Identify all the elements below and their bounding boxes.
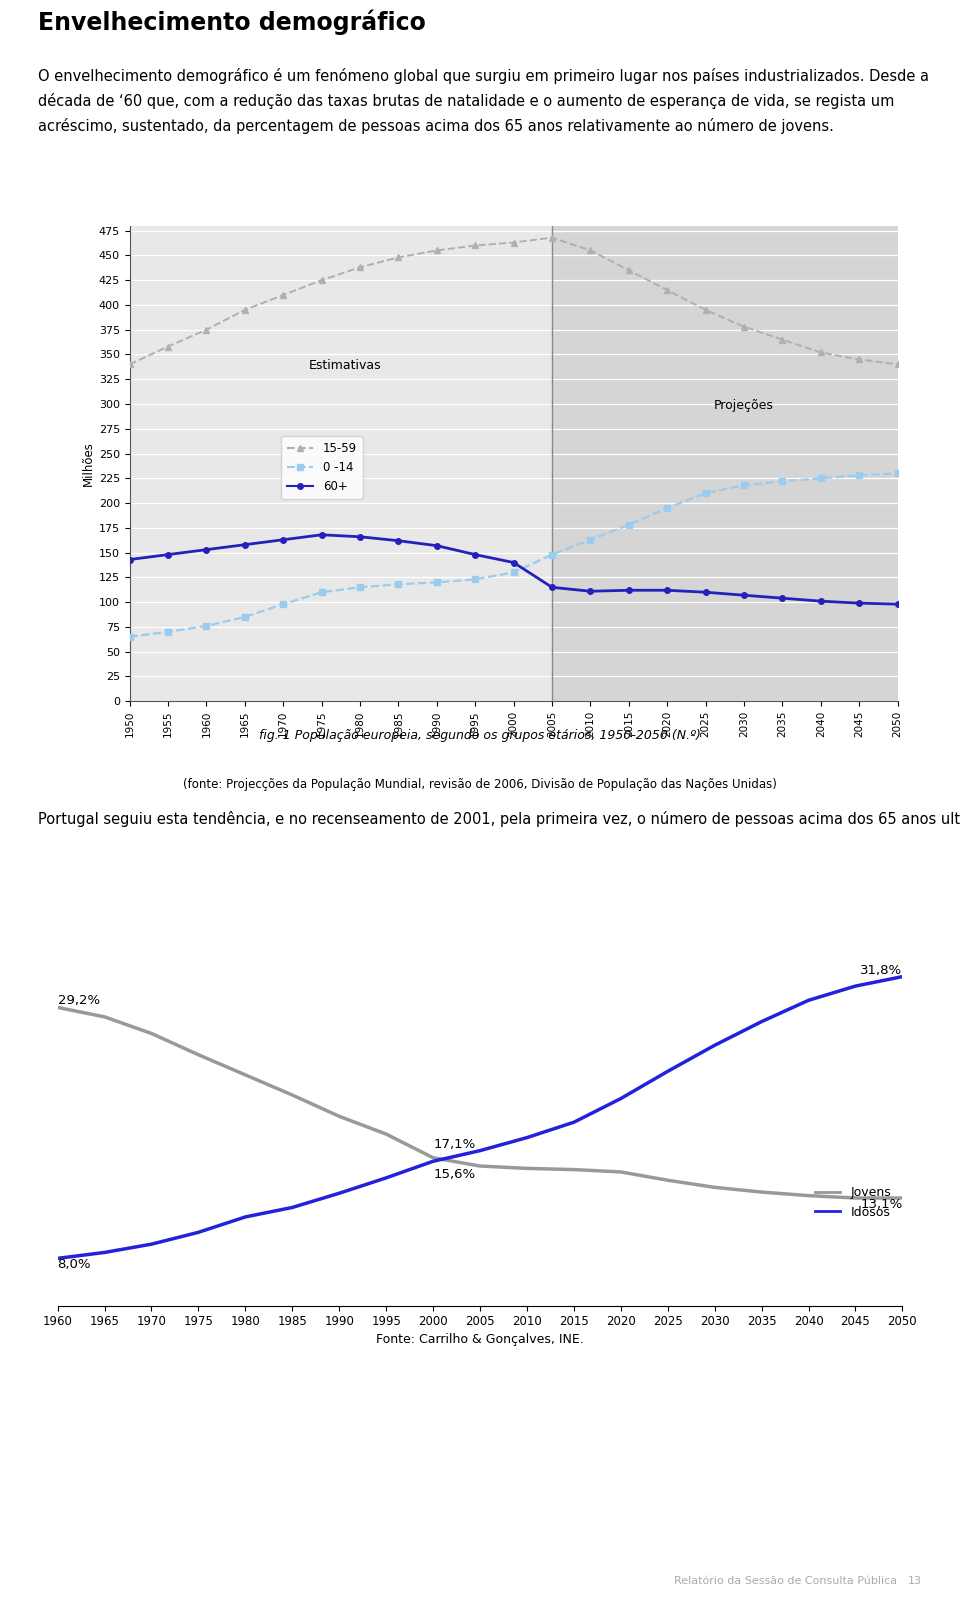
Bar [552, 226, 898, 701]
Text: 13: 13 [907, 1577, 922, 1586]
Text: 29,2%: 29,2% [58, 995, 100, 1008]
Text: Envelhecimento demográfico: Envelhecimento demográfico [38, 10, 426, 35]
Text: 15,6%: 15,6% [433, 1169, 475, 1182]
Y-axis label: Milhões: Milhões [82, 442, 94, 485]
Text: 31,8%: 31,8% [860, 964, 902, 977]
Text: (fonte: Projecções da População Mundial, revisão de 2006, Divisão de População d: (fonte: Projecções da População Mundial,… [183, 777, 777, 791]
Legend: 15-59, 0 -14, 60+: 15-59, 0 -14, 60+ [281, 437, 363, 498]
Text: 17,1%: 17,1% [433, 1138, 475, 1151]
Text: fig. 1 População europeia, segundo os grupos etários, 1950-2050 (N.º): fig. 1 População europeia, segundo os gr… [259, 729, 701, 742]
Text: Estimativas: Estimativas [308, 359, 381, 372]
Text: 8,0%: 8,0% [58, 1259, 91, 1272]
Text: O envelhecimento demográfico é um fenómeno global que surgiu em primeiro lugar n: O envelhecimento demográfico é um fenóme… [38, 68, 929, 134]
Text: 13,1%: 13,1% [860, 1198, 902, 1211]
Text: Relatório da Sessão de Consulta Pública: Relatório da Sessão de Consulta Pública [674, 1577, 898, 1586]
Legend: Jovens, Idosos: Jovens, Idosos [810, 1182, 896, 1224]
Text: Portugal seguiu esta tendência, e no recenseamento de 2001, pela primeira vez, o: Portugal seguiu esta tendência, e no rec… [38, 811, 960, 827]
Text: Fonte: Carrilho & Gonçalves, INE.: Fonte: Carrilho & Gonçalves, INE. [376, 1333, 584, 1346]
Text: Projeções: Projeções [714, 398, 774, 413]
